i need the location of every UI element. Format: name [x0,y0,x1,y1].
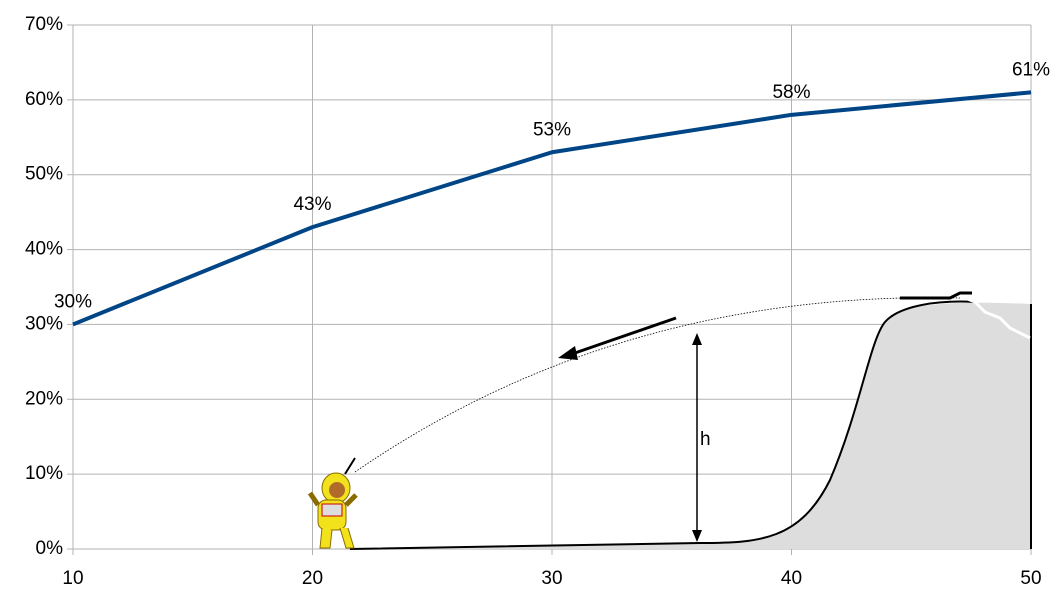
x-tick-label: 20 [302,568,323,589]
splash [959,294,1031,340]
x-tick-label: 10 [62,568,83,589]
x-tick-label: 40 [781,568,802,589]
y-tick-label: 20% [25,388,63,409]
cliff-fill [350,302,1031,549]
y-tick-label: 0% [36,538,64,559]
data-label: 30% [54,291,92,312]
x-tick-label: 30 [541,568,562,589]
trajectory [354,297,961,473]
cliff-outline [349,300,976,550]
y-tick-label: 70% [25,14,63,35]
illustration [307,291,1032,550]
x-tick-label: 50 [1020,568,1041,589]
skier [900,291,972,300]
direction-arrow [571,316,677,356]
figure [307,457,358,549]
y-tick-label: 30% [25,313,63,334]
y-tick-label: 50% [25,164,63,185]
data-line [72,90,1032,327]
data-label: 61% [1012,59,1050,80]
data-label: 58% [772,82,810,103]
data-label: 43% [293,194,331,215]
arrowhead [692,530,702,542]
arrowhead [558,346,578,360]
y-tick-label: 10% [25,463,63,484]
arrowhead [692,333,702,345]
annotation: h [700,429,711,450]
y-tick-label: 60% [25,89,63,110]
y-tick-label: 40% [25,239,63,260]
data-label: 53% [533,119,571,140]
